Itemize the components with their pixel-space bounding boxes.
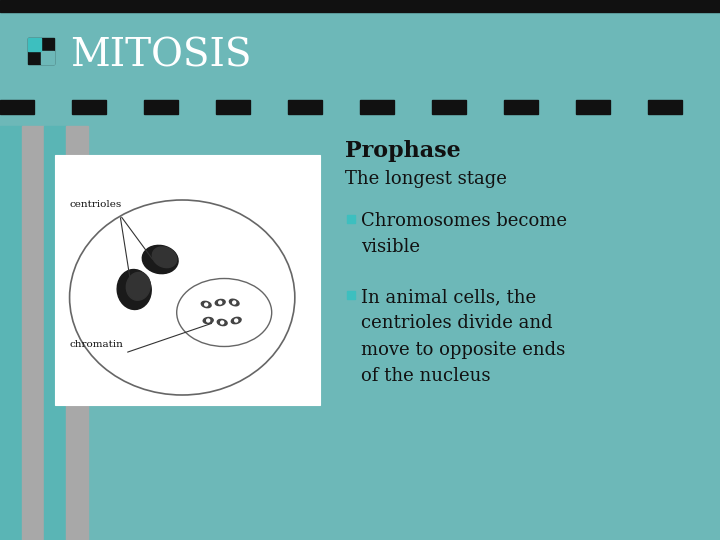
Ellipse shape (204, 303, 207, 306)
Bar (684, 100, 718, 114)
Ellipse shape (221, 321, 224, 324)
Bar (55, 155, 320, 405)
Bar (216, 100, 250, 114)
Bar (648, 100, 682, 114)
Bar (347, 215, 355, 223)
Bar (252, 100, 286, 114)
Text: chromatin: chromatin (69, 340, 123, 349)
Ellipse shape (153, 247, 176, 268)
Bar (432, 100, 466, 114)
Bar (360, 100, 394, 114)
Text: The longest stage: The longest stage (345, 170, 507, 188)
Bar (576, 100, 610, 114)
Bar (0, 100, 34, 114)
Text: MITOSIS: MITOSIS (70, 37, 251, 75)
Bar (180, 100, 214, 114)
Bar (66, 126, 88, 540)
Bar (28, 38, 54, 64)
Bar (0, 126, 22, 540)
Bar (396, 100, 430, 114)
Ellipse shape (230, 299, 239, 306)
Ellipse shape (233, 301, 235, 304)
Bar (36, 100, 70, 114)
Ellipse shape (202, 301, 211, 308)
Bar (0, 12, 720, 100)
Bar (44, 126, 66, 540)
Ellipse shape (203, 318, 213, 323)
Bar (108, 100, 142, 114)
Bar (504, 100, 538, 114)
Bar (41, 51, 54, 64)
Bar (288, 100, 322, 114)
Bar (22, 126, 44, 540)
Ellipse shape (219, 301, 222, 304)
Ellipse shape (215, 299, 225, 306)
Bar (72, 100, 106, 114)
Bar (144, 100, 178, 114)
Text: Chromosomes become
visible: Chromosomes become visible (361, 212, 567, 256)
Bar (347, 291, 355, 299)
Bar (0, 0, 720, 12)
Ellipse shape (235, 319, 238, 322)
Bar (468, 100, 502, 114)
Ellipse shape (126, 272, 150, 300)
Ellipse shape (217, 319, 227, 326)
Bar (28, 38, 41, 51)
Ellipse shape (117, 269, 151, 309)
Bar (612, 100, 646, 114)
Ellipse shape (143, 245, 178, 274)
Ellipse shape (231, 318, 241, 323)
Text: In animal cells, the
centrioles divide and
move to opposite ends
of the nucleus: In animal cells, the centrioles divide a… (361, 288, 565, 385)
Text: Prophase: Prophase (345, 140, 461, 162)
Ellipse shape (207, 319, 210, 322)
Bar (540, 100, 574, 114)
Text: centrioles: centrioles (69, 200, 121, 209)
Bar (324, 100, 358, 114)
